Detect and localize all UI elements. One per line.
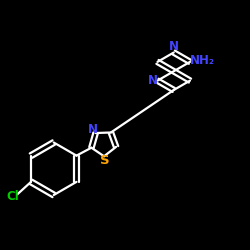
Text: Cl: Cl [6,190,19,203]
Text: N: N [148,74,158,87]
Text: S: S [100,154,110,167]
Text: N: N [169,40,179,54]
Text: NH₂: NH₂ [190,54,214,67]
Text: N: N [88,123,98,136]
